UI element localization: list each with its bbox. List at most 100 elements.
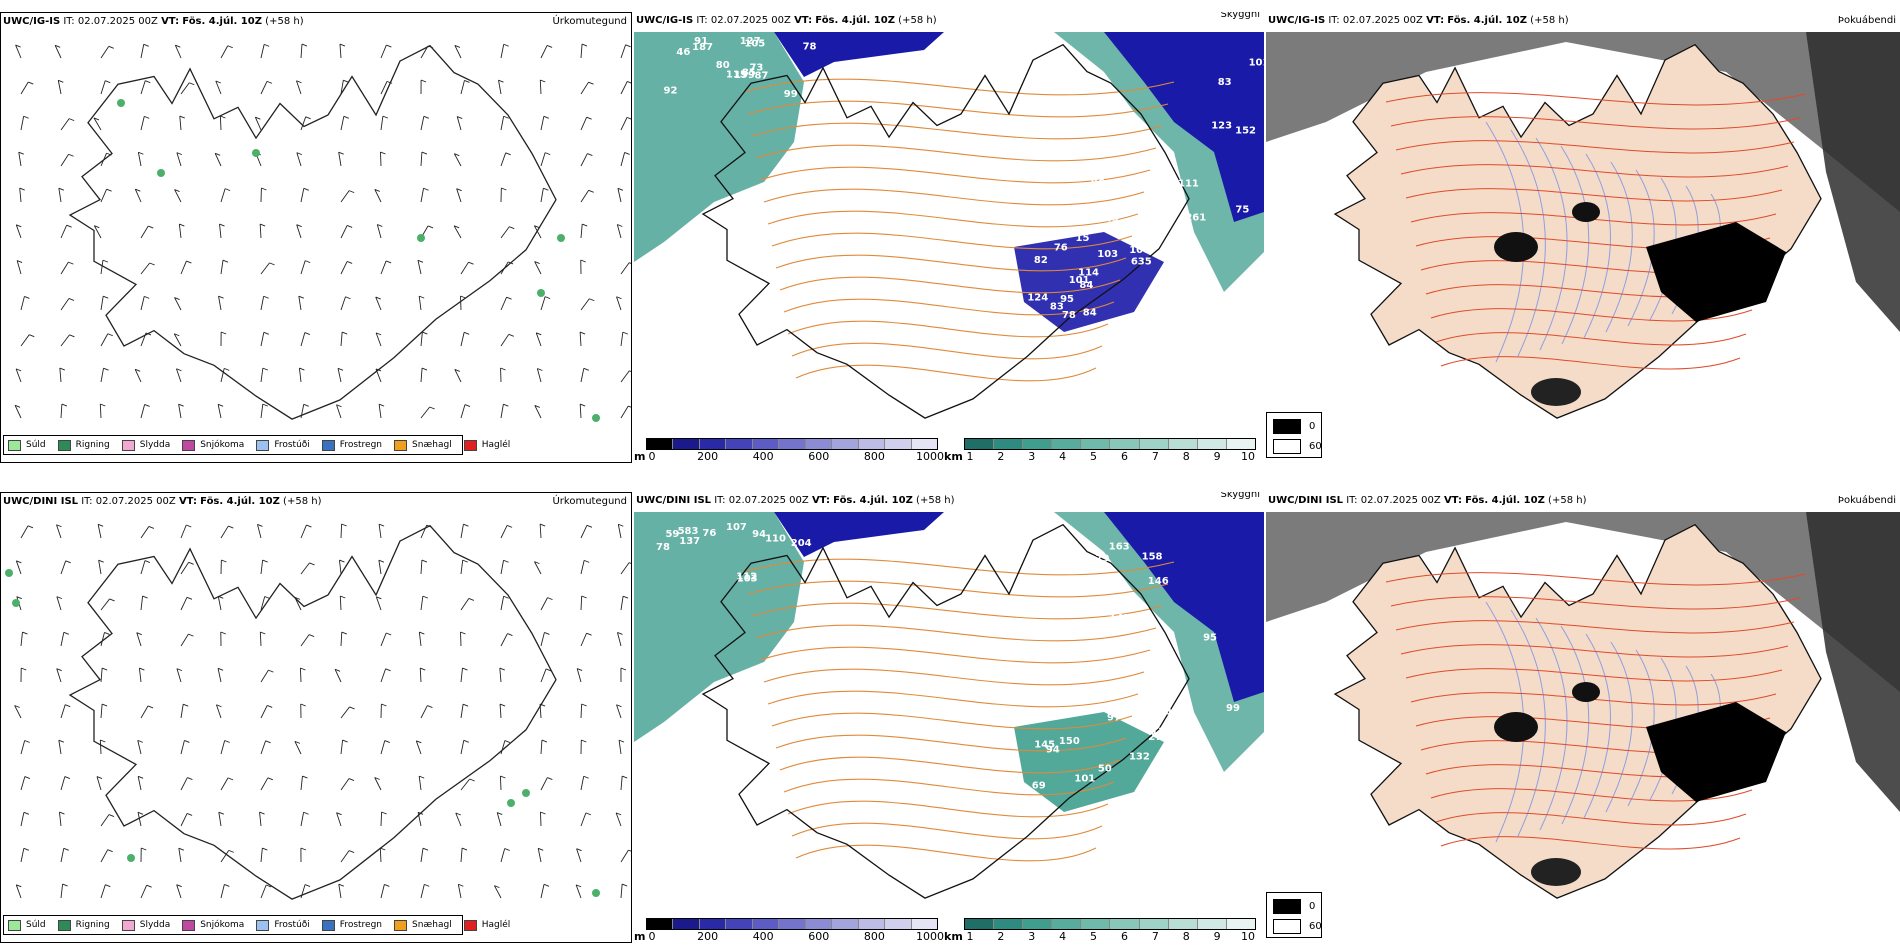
wind-barb-flag <box>265 884 272 888</box>
legend-label: Súld <box>26 920 46 930</box>
ceiling-value-label: 50 <box>1098 764 1112 775</box>
wind-barb <box>60 704 66 719</box>
wind-barb <box>299 667 302 683</box>
coastline <box>68 524 557 900</box>
wind-barb <box>499 668 502 683</box>
wind-barb-flag <box>586 524 593 528</box>
wind-barb-flag <box>499 703 506 707</box>
wind-barb <box>340 740 344 755</box>
wind-barb-flag <box>501 187 507 191</box>
ceiling-value-label: 59 <box>665 529 679 540</box>
wind-barb <box>60 632 65 647</box>
road <box>775 734 1127 752</box>
ceiling-value-label: 149 <box>1098 214 1119 225</box>
wind-barb-flag <box>224 740 230 743</box>
wind-barb <box>536 368 542 383</box>
wind-barb-flag <box>583 367 589 371</box>
wind-barb <box>420 116 425 131</box>
wind-barb-flag <box>579 403 586 407</box>
wind-barb-flag <box>215 80 221 84</box>
legend-swatch <box>8 919 21 931</box>
ceiling-visibility-panel-igis: UWC/IG-IS IT: 02.07.2025 00Z VT: Fös. 4.… <box>634 12 1264 463</box>
wind-barb <box>176 368 182 383</box>
wind-barb-flag <box>56 596 63 600</box>
wind-barb <box>460 778 471 791</box>
fog-legend-item: 0 <box>1273 419 1315 434</box>
colorbar-tick: 400 <box>752 450 774 463</box>
precip-cell <box>5 569 13 577</box>
road <box>1395 620 1795 634</box>
wind-barb <box>620 562 630 575</box>
ceiling-value-label: 152 <box>1235 125 1256 136</box>
wind-barb-flag <box>109 598 115 602</box>
wind-barb-flag <box>221 559 227 563</box>
wind-barb-flag <box>341 331 348 335</box>
wind-barb-flag <box>220 115 226 119</box>
wind-barb-flag <box>179 223 185 227</box>
wind-barb <box>540 884 545 899</box>
wind-barb <box>59 368 62 383</box>
ceiling-value-label: 127 <box>740 36 761 47</box>
wind-barb-flag <box>217 667 224 671</box>
wind-barb <box>338 152 342 167</box>
wind-barb-flag <box>422 595 429 599</box>
wind-barb <box>460 740 465 755</box>
wind-barb <box>460 598 470 611</box>
wind-barb-flag <box>96 776 103 780</box>
colorbar-tick: 6 <box>1120 450 1128 463</box>
wind-barb-flag <box>187 777 193 780</box>
wind-barb-flag <box>267 705 273 708</box>
legend-item: Slydda <box>121 439 170 451</box>
wind-barb-flag <box>16 596 22 600</box>
wind-barb <box>174 45 182 59</box>
panel-title: Úrkomutegund <box>552 496 627 507</box>
wind-barb-flag <box>218 295 224 299</box>
road <box>791 342 1103 360</box>
wind-barb <box>20 740 26 755</box>
wind-barb <box>380 884 385 899</box>
wind-barb <box>60 560 67 575</box>
wind-barb-flag <box>263 331 269 335</box>
wind-barb-flag <box>61 403 68 407</box>
wind-barb <box>339 595 342 611</box>
wind-barb-flag <box>454 153 460 157</box>
fog-field <box>1806 512 1900 812</box>
wind-barb <box>97 524 102 539</box>
wind-barb-flag <box>621 883 628 887</box>
wind-barb-flag <box>422 847 429 851</box>
wind-barb-flag <box>145 80 151 84</box>
roads <box>1385 92 1807 370</box>
wind-barb <box>620 117 628 131</box>
ceiling-value-label: 143 <box>1109 613 1130 624</box>
wind-barb <box>340 706 350 719</box>
wind-barb-flag <box>141 847 147 851</box>
wind-barb <box>300 562 310 575</box>
legend-label: Haglél <box>481 440 511 450</box>
ceiling-value-label: 104 <box>1125 206 1146 217</box>
wind-barb <box>217 668 222 683</box>
road <box>1400 164 1789 178</box>
colorbar-segment <box>1197 439 1227 449</box>
wind-barb <box>460 332 465 347</box>
ceiling-value-label: 84 <box>1083 308 1097 319</box>
wind-barb-flag <box>308 634 315 638</box>
wind-barb <box>99 403 102 419</box>
ceiling-value-label: 107 <box>726 522 747 533</box>
wind-barb-flag <box>499 667 505 671</box>
precip-cell <box>592 889 600 897</box>
precip-cell <box>157 169 165 177</box>
wind-barb-flag <box>534 261 540 264</box>
panel-header: UWC/DINI ISL IT: 02.07.2025 00Z VT: Fös.… <box>634 492 1264 510</box>
wind-barb <box>15 224 22 239</box>
wind-barb-flag <box>378 403 385 407</box>
wind-barb-flag <box>427 225 434 229</box>
wind-barb <box>455 812 462 827</box>
wind-barb-flag <box>416 740 422 744</box>
wind-barb <box>620 849 629 863</box>
fog-legend: 0 60 <box>1266 412 1322 458</box>
wind-barb-flag <box>294 596 301 600</box>
wind-barb-flag <box>346 261 353 264</box>
wind-barb-flag <box>309 562 315 566</box>
wind-barb <box>616 224 622 239</box>
legend-label: Súld <box>26 440 46 450</box>
